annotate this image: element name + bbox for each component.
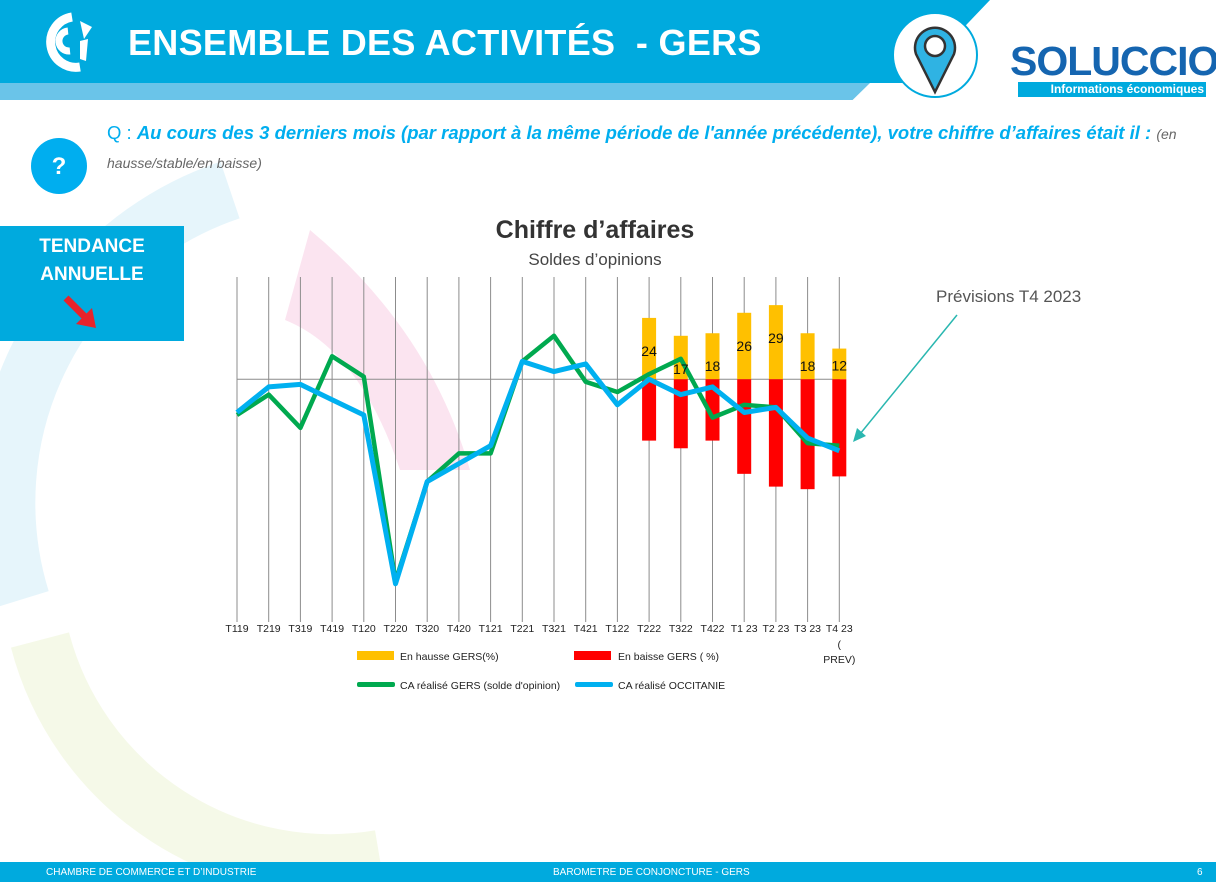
x-tick-label: T220 [384,623,408,635]
chart-title: Chiffre d’affaires [495,216,695,244]
legend-label-baisse: En baisse GERS ( %) [618,651,719,663]
x-tick-label-cont: ( [838,639,842,651]
footer-center: BAROMETRE DE CONJONCTURE - GERS [553,867,750,878]
question-body: Au cours des 3 derniers mois (par rappor… [136,122,1157,143]
tendance-line2: ANNUELLE [40,264,144,285]
cci-logo [46,12,92,72]
x-tick-label: T3 23 [794,623,821,635]
tendance-line1: TENDANCE [39,236,145,257]
bar-hausse [800,333,815,380]
bar-data-label: 18 [705,358,721,374]
legend-swatch-gers [357,682,395,687]
x-tick-label: T420 [447,623,471,635]
x-tick-label: T119 [225,623,248,635]
legend-swatch-hausse [357,651,394,660]
x-tick-label: T320 [415,623,439,635]
question-options: (en hausse/stable/en baisse) [107,126,1177,171]
bar-data-label: 18 [800,358,816,374]
tendance-box: TENDANCE ANNUELLE [0,226,184,341]
legend-swatch-occitanie [575,682,613,687]
question-icon: ? [31,138,87,194]
bar-data-label: 26 [736,338,752,354]
bar-data-label: 17 [673,361,689,377]
legend-label-gers: CA réalisé GERS (solde d'opinion) [400,680,561,692]
arrow-down-right-icon [63,295,96,328]
x-tick-label: T120 [352,623,376,635]
header-bar [0,0,990,83]
bar-baisse [705,379,720,441]
x-tick-label: T419 [320,623,344,635]
footer-left: CHAMBRE DE COMMERCE ET D’INDUSTRIE [46,867,257,878]
x-tick-label: T4 23 [826,623,853,635]
page-title: ENSEMBLE DES ACTIVITÉS - GERS [128,22,762,63]
question-text: Q : Au cours des 3 derniers mois (par ra… [107,119,1187,177]
x-tick-label: T1 23 [731,623,758,635]
bar-hausse [737,312,752,380]
bar-baisse [642,379,657,441]
location-pin-icon [892,12,978,98]
chart-subtitle: Soldes d’opinions [528,250,662,269]
legend-label-occitanie: CA réalisé OCCITANIE [618,680,726,692]
footer-bar: CHAMBRE DE COMMERCE ET D’INDUSTRIE BAROM… [0,862,1216,882]
bar-data-label: 29 [768,330,784,346]
x-tick-label: T121 [479,623,503,635]
x-tick-label: T421 [574,623,598,635]
x-tick-label-cont: PREV) [823,654,855,666]
question-prefix: Q : [107,122,137,143]
forecast-annotation: Prévisions T4 2023 [936,287,1082,306]
x-tick-label: T322 [669,623,693,635]
bar-data-label: 12 [832,358,848,374]
bar-hausse [642,317,657,380]
bar-hausse [832,348,847,380]
page-number: 6 [1197,867,1203,878]
soluccio-tagline: Informations économiques [1018,82,1206,97]
x-tick-label: T219 [257,623,281,635]
x-tick-label: T221 [510,623,534,635]
line-occitanie [235,358,841,587]
legend-label-hausse: En hausse GERS(%) [400,651,499,663]
x-tick-label: T122 [605,623,629,635]
bar-baisse [800,379,815,490]
bar-data-label: 24 [641,343,657,359]
x-tick-label: T319 [288,623,312,635]
x-tick-label: T222 [637,623,661,635]
x-tick-label: T422 [701,623,725,635]
soluccio-logo: SOLUCCIO [1010,38,1216,84]
x-tick-label: T321 [542,623,566,635]
bar-hausse [705,333,720,380]
legend-swatch-baisse [574,651,611,660]
x-tick-label: T2 23 [762,623,789,635]
bar-baisse [673,379,688,449]
header-band [0,83,870,100]
bar-hausse [768,305,783,380]
